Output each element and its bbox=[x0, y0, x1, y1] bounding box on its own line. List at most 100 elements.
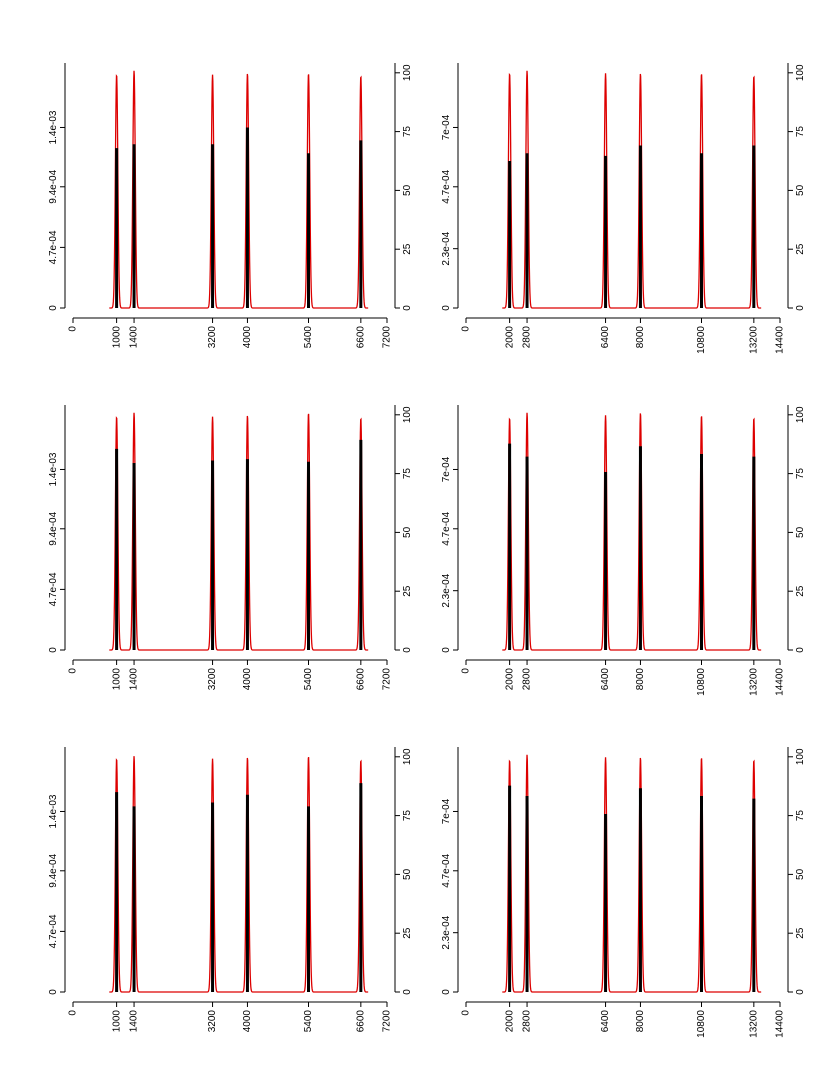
density-curve bbox=[502, 70, 762, 309]
left-tick-label: 1.4e-03 bbox=[48, 794, 59, 828]
right-tick-label: 25 bbox=[402, 585, 413, 597]
x-tick-label: 5400 bbox=[303, 326, 314, 349]
right-tick-label: 100 bbox=[402, 64, 413, 81]
x-tick-label: 7200 bbox=[382, 1010, 393, 1033]
right-tick-label: 0 bbox=[795, 989, 806, 995]
right-tick-label: 75 bbox=[795, 810, 806, 822]
right-tick-label: 100 bbox=[795, 748, 806, 765]
left-tick-label: 1.4e-03 bbox=[48, 110, 59, 144]
x-tick-label: 0 bbox=[68, 1010, 79, 1016]
right-tick-label: 25 bbox=[795, 243, 806, 255]
x-tick-label: 1000 bbox=[111, 668, 122, 691]
x-tick-label: 6400 bbox=[600, 1010, 611, 1033]
right-tick-label: 50 bbox=[402, 184, 413, 196]
x-tick-label: 10800 bbox=[696, 1010, 707, 1038]
right-tick-label: 0 bbox=[795, 647, 806, 653]
left-tick-label: 9.4e-04 bbox=[48, 511, 59, 545]
x-tick-label: 5400 bbox=[303, 668, 314, 691]
x-tick-label: 2000 bbox=[504, 326, 515, 349]
x-tick-label: 1000 bbox=[111, 1010, 122, 1033]
left-tick-label: 1.4e-03 bbox=[48, 452, 59, 486]
right-tick-label: 100 bbox=[402, 406, 413, 423]
chart-panel-6: 0 2.3e-04 4.7e-04 7e-04 0 25 50 75 100 0 2000 2800 6… bbox=[441, 747, 806, 1038]
x-tick-label: 3200 bbox=[207, 668, 218, 691]
right-tick-label: 25 bbox=[402, 927, 413, 939]
left-tick-label: 0 bbox=[441, 989, 452, 995]
x-tick-label: 6400 bbox=[600, 668, 611, 691]
density-curve bbox=[109, 70, 369, 309]
left-tick-label: 4.7e-04 bbox=[48, 914, 59, 948]
left-tick-label: 4.7e-04 bbox=[441, 511, 452, 545]
left-tick-label: 2.3e-04 bbox=[441, 915, 452, 949]
left-tick-label: 7e-04 bbox=[441, 798, 452, 824]
right-tick-label: 25 bbox=[402, 243, 413, 255]
x-tick-label: 2000 bbox=[504, 1010, 515, 1033]
left-tick-label: 0 bbox=[441, 305, 452, 311]
x-tick-label: 4000 bbox=[242, 326, 253, 349]
right-tick-label: 50 bbox=[795, 184, 806, 196]
x-tick-label: 8000 bbox=[635, 326, 646, 349]
right-tick-label: 75 bbox=[402, 126, 413, 138]
right-tick-label: 50 bbox=[795, 526, 806, 538]
chart-panel-4: 0 2.3e-04 4.7e-04 7e-04 0 25 50 75 100 0 2000 2800 6… bbox=[441, 405, 806, 696]
x-tick-label: 1000 bbox=[111, 326, 122, 349]
x-tick-label: 0 bbox=[461, 1010, 472, 1016]
right-tick-label: 50 bbox=[795, 868, 806, 880]
x-tick-label: 10800 bbox=[696, 668, 707, 696]
right-tick-label: 75 bbox=[795, 126, 806, 138]
right-tick-label: 0 bbox=[402, 305, 413, 311]
x-tick-label: 7200 bbox=[382, 326, 393, 349]
x-tick-label: 0 bbox=[68, 668, 79, 674]
x-tick-label: 10800 bbox=[696, 326, 707, 354]
x-tick-label: 2800 bbox=[522, 1010, 533, 1033]
right-tick-label: 75 bbox=[795, 468, 806, 480]
x-tick-label: 13200 bbox=[748, 326, 759, 354]
right-tick-label: 100 bbox=[795, 64, 806, 81]
x-tick-label: 6400 bbox=[600, 326, 611, 349]
density-curve bbox=[109, 756, 369, 993]
density-curve bbox=[109, 412, 369, 651]
right-tick-label: 100 bbox=[795, 406, 806, 423]
density-curve bbox=[502, 754, 762, 993]
left-tick-label: 4.7e-04 bbox=[441, 853, 452, 887]
x-tick-label: 6600 bbox=[355, 668, 366, 691]
x-tick-label: 0 bbox=[461, 326, 472, 332]
x-tick-label: 1400 bbox=[129, 668, 140, 691]
left-tick-label: 9.4e-04 bbox=[48, 853, 59, 887]
right-tick-label: 0 bbox=[402, 647, 413, 653]
right-tick-label: 100 bbox=[402, 748, 413, 765]
x-tick-label: 2000 bbox=[504, 668, 515, 691]
x-tick-label: 5400 bbox=[303, 1010, 314, 1033]
x-tick-label: 6600 bbox=[355, 326, 366, 349]
right-tick-label: 25 bbox=[795, 927, 806, 939]
x-tick-label: 4000 bbox=[242, 668, 253, 691]
x-tick-label: 1400 bbox=[129, 1010, 140, 1033]
x-tick-label: 2800 bbox=[522, 668, 533, 691]
right-tick-label: 50 bbox=[402, 526, 413, 538]
x-tick-label: 3200 bbox=[207, 1010, 218, 1033]
left-tick-label: 0 bbox=[48, 305, 59, 311]
chart-panel-2: 0 2.3e-04 4.7e-04 7e-04 0 25 50 75 100 0 2000 2800 6… bbox=[441, 63, 806, 354]
right-tick-label: 75 bbox=[402, 810, 413, 822]
x-tick-label: 8000 bbox=[635, 668, 646, 691]
right-tick-label: 0 bbox=[402, 989, 413, 995]
right-tick-label: 50 bbox=[402, 868, 413, 880]
x-tick-label: 3200 bbox=[207, 326, 218, 349]
left-tick-label: 4.7e-04 bbox=[48, 572, 59, 606]
x-tick-label: 4000 bbox=[242, 1010, 253, 1033]
x-tick-label: 14400 bbox=[775, 326, 786, 354]
x-tick-label: 7200 bbox=[382, 668, 393, 691]
x-tick-label: 2800 bbox=[522, 326, 533, 349]
x-tick-label: 13200 bbox=[748, 668, 759, 696]
left-tick-label: 0 bbox=[48, 989, 59, 995]
density-curve bbox=[502, 412, 762, 651]
x-tick-label: 14400 bbox=[775, 668, 786, 696]
left-tick-label: 7e-04 bbox=[441, 456, 452, 482]
x-tick-label: 0 bbox=[68, 326, 79, 332]
x-tick-label: 1400 bbox=[129, 326, 140, 349]
right-tick-label: 75 bbox=[402, 468, 413, 480]
